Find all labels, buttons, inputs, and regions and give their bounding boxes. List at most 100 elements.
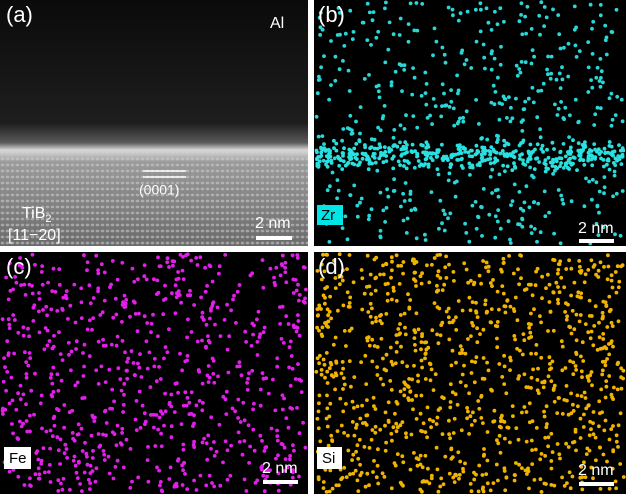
signal-dot bbox=[600, 316, 605, 321]
signal-dot bbox=[529, 282, 533, 287]
signal-dot bbox=[24, 402, 28, 407]
signal-dot bbox=[517, 282, 521, 287]
signal-dot bbox=[462, 363, 466, 368]
signal-dot bbox=[567, 135, 571, 140]
signal-dot bbox=[316, 409, 321, 414]
signal-dot bbox=[51, 365, 56, 370]
signal-dot bbox=[441, 208, 446, 213]
panel-label: (d) bbox=[318, 254, 345, 279]
signal-dot bbox=[352, 433, 357, 438]
signal-dot bbox=[291, 291, 296, 295]
signal-dot bbox=[616, 319, 621, 324]
signal-dot bbox=[369, 437, 374, 442]
signal-dot bbox=[399, 482, 404, 487]
signal-dot bbox=[106, 454, 111, 459]
signal-dot bbox=[51, 390, 56, 394]
signal-dot bbox=[351, 471, 356, 476]
signal-dot bbox=[543, 162, 548, 167]
signal-dot bbox=[73, 463, 78, 468]
element-box bbox=[317, 447, 342, 469]
signal-dot bbox=[402, 393, 407, 398]
signal-dot bbox=[133, 373, 137, 378]
signal-dot bbox=[590, 163, 595, 168]
signal-dot bbox=[576, 404, 580, 409]
signal-dot bbox=[461, 466, 465, 471]
signal-dot bbox=[32, 412, 36, 417]
signal-dot bbox=[529, 224, 533, 229]
signal-dot bbox=[397, 282, 402, 286]
signal-dot bbox=[599, 387, 604, 392]
signal-dot bbox=[424, 479, 429, 484]
signal-dot bbox=[437, 226, 441, 231]
signal-dot bbox=[337, 252, 342, 257]
signal-dot bbox=[387, 20, 392, 25]
signal-dot bbox=[559, 339, 564, 344]
signal-dot bbox=[470, 320, 474, 325]
signal-dot bbox=[315, 416, 320, 421]
signal-dot bbox=[530, 85, 535, 90]
signal-dot bbox=[181, 255, 185, 259]
signal-dot bbox=[495, 345, 500, 350]
signal-dot bbox=[115, 277, 120, 282]
signal-dot bbox=[545, 422, 549, 426]
signal-dot bbox=[210, 356, 215, 361]
signal-dot bbox=[119, 388, 124, 393]
signal-dot bbox=[319, 65, 323, 70]
signal-dot bbox=[101, 449, 106, 453]
signal-dot bbox=[423, 356, 427, 361]
signal-dot bbox=[567, 324, 572, 329]
signal-dot bbox=[333, 276, 338, 280]
signal-dot bbox=[497, 307, 501, 312]
signal-dot bbox=[493, 9, 497, 14]
signal-dot bbox=[377, 95, 382, 100]
signal-dot bbox=[460, 308, 465, 313]
signal-dot bbox=[383, 423, 387, 428]
signal-dot bbox=[502, 138, 506, 143]
signal-dot bbox=[390, 297, 394, 302]
signal-dot bbox=[341, 303, 346, 308]
signal-dot bbox=[419, 162, 424, 167]
signal-dot bbox=[122, 382, 127, 386]
signal-dot bbox=[338, 282, 342, 287]
signal-dot bbox=[402, 311, 407, 316]
signal-dot bbox=[103, 380, 108, 384]
signal-dot bbox=[472, 380, 477, 385]
signal-dot bbox=[342, 465, 347, 470]
signal-dot bbox=[558, 86, 563, 90]
signal-dot bbox=[470, 165, 475, 170]
signal-dot bbox=[440, 82, 445, 87]
signal-dot bbox=[470, 359, 474, 364]
signal-dot bbox=[360, 151, 365, 156]
signal-dot bbox=[188, 293, 193, 298]
signal-dot bbox=[591, 410, 596, 414]
signal-dot bbox=[413, 149, 417, 154]
signal-dot bbox=[615, 264, 620, 269]
signal-dot bbox=[564, 441, 568, 446]
signal-dot bbox=[613, 113, 618, 117]
signal-dot bbox=[423, 351, 428, 356]
signal-dot bbox=[36, 457, 41, 462]
signal-dot bbox=[466, 337, 470, 341]
signal-dot bbox=[495, 320, 500, 324]
signal-dot bbox=[350, 399, 355, 404]
signal-dot bbox=[23, 293, 28, 297]
signal-dot bbox=[589, 78, 593, 82]
crystal-base: TiB bbox=[22, 205, 45, 222]
signal-dot bbox=[524, 31, 528, 36]
signal-dot bbox=[560, 344, 565, 349]
signal-dot bbox=[60, 487, 65, 492]
signal-dot bbox=[605, 158, 610, 163]
signal-dot bbox=[371, 10, 376, 15]
signal-dot bbox=[145, 321, 150, 325]
signal-dot bbox=[418, 274, 423, 279]
signal-dot bbox=[16, 330, 21, 335]
signal-dot bbox=[571, 360, 576, 365]
signal-dot bbox=[556, 301, 561, 306]
signal-dot bbox=[206, 364, 211, 368]
signal-dot bbox=[410, 377, 414, 382]
signal-dot bbox=[325, 164, 330, 169]
signal-dot bbox=[328, 401, 333, 406]
signal-dot bbox=[489, 67, 494, 72]
signal-dot bbox=[287, 365, 291, 370]
